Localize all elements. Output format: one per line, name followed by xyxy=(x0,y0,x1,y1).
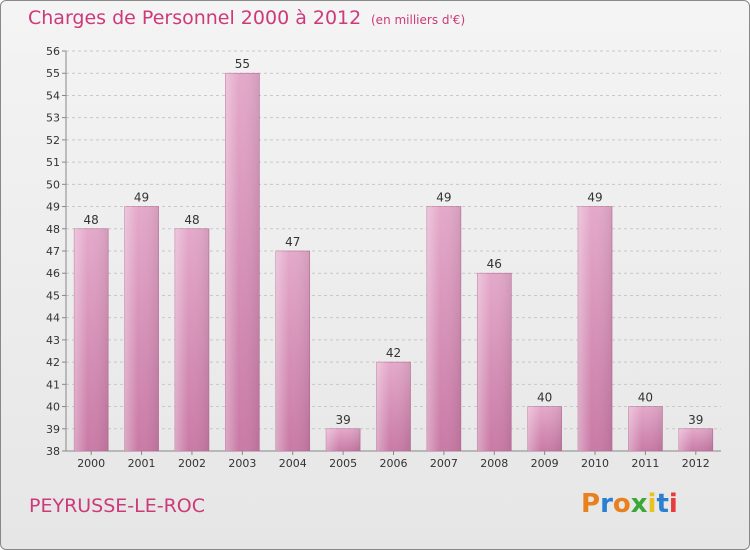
x-tick-label: 2005 xyxy=(329,457,357,470)
y-tick-label: 47 xyxy=(46,245,60,258)
y-tick-label: 46 xyxy=(46,267,60,280)
x-tick-label: 2002 xyxy=(178,457,206,470)
x-tick-label: 2010 xyxy=(581,457,609,470)
chart-title: Charges de Personnel 2000 à 2012 xyxy=(28,7,362,29)
bar-shade xyxy=(678,428,713,451)
data-label: 47 xyxy=(285,235,300,249)
y-tick-label: 52 xyxy=(46,134,60,147)
logo-letter: r xyxy=(600,489,613,519)
bar-shade xyxy=(225,73,260,451)
y-tick-label: 44 xyxy=(46,312,60,325)
data-label: 49 xyxy=(436,191,451,205)
bar-shade xyxy=(628,406,663,451)
x-tick-label: 2000 xyxy=(77,457,105,470)
y-tick-label: 53 xyxy=(46,112,60,125)
bar-shade xyxy=(174,228,209,451)
chart-subtitle: (en milliers d'€) xyxy=(371,13,466,27)
bar-shade xyxy=(326,428,361,451)
y-tick-label: 50 xyxy=(46,178,60,191)
bar-shade xyxy=(578,206,613,451)
bar-shade xyxy=(426,206,461,451)
location-label: PEYRUSSE-LE-ROC xyxy=(29,495,206,517)
bar-shade xyxy=(527,406,562,451)
x-tick-label: 2011 xyxy=(631,457,659,470)
y-tick-label: 42 xyxy=(46,356,60,369)
x-tick-label: 2003 xyxy=(228,457,256,470)
y-tick-label: 39 xyxy=(46,423,60,436)
data-label: 48 xyxy=(84,213,99,227)
y-tick-label: 40 xyxy=(46,401,60,414)
x-tick-label: 2008 xyxy=(480,457,508,470)
logo-letter: t xyxy=(656,489,669,519)
x-tick-label: 2009 xyxy=(531,457,559,470)
data-label: 42 xyxy=(386,346,401,360)
x-tick-label: 2001 xyxy=(128,457,156,470)
data-label: 46 xyxy=(487,257,502,271)
bar-shade xyxy=(376,362,411,451)
logo-letter: x xyxy=(630,489,648,519)
logo-letter: i xyxy=(647,489,657,519)
y-tick-label: 55 xyxy=(46,67,60,80)
data-label: 40 xyxy=(638,391,653,405)
data-label: 49 xyxy=(134,191,149,205)
bar-shade xyxy=(477,273,512,451)
data-label: 55 xyxy=(235,57,250,71)
bar-shade xyxy=(124,206,159,451)
x-tick-label: 2006 xyxy=(380,457,408,470)
logo-letter: o xyxy=(612,489,631,519)
y-tick-label: 51 xyxy=(46,156,60,169)
bar-shade xyxy=(74,228,109,451)
x-tick-label: 2007 xyxy=(430,457,458,470)
y-tick-label: 49 xyxy=(46,201,60,214)
x-tick-label: 2012 xyxy=(682,457,710,470)
y-tick-label: 43 xyxy=(46,334,60,347)
data-label: 49 xyxy=(587,191,602,205)
data-label: 39 xyxy=(688,413,703,427)
logo-letter: P xyxy=(581,489,601,519)
y-tick-label: 45 xyxy=(46,289,60,302)
data-label: 40 xyxy=(537,391,552,405)
x-tick-label: 2004 xyxy=(279,457,307,470)
bar-shade xyxy=(275,251,310,451)
y-tick-label: 54 xyxy=(46,89,60,102)
y-tick-label: 48 xyxy=(46,223,60,236)
y-tick-label: 41 xyxy=(46,378,60,391)
proxiti-logo: Proxiti xyxy=(581,489,678,519)
y-tick-label: 56 xyxy=(46,45,60,58)
logo-letter: i xyxy=(668,489,678,519)
data-label: 48 xyxy=(184,213,199,227)
data-label: 39 xyxy=(335,413,350,427)
y-tick-label: 38 xyxy=(46,445,60,458)
